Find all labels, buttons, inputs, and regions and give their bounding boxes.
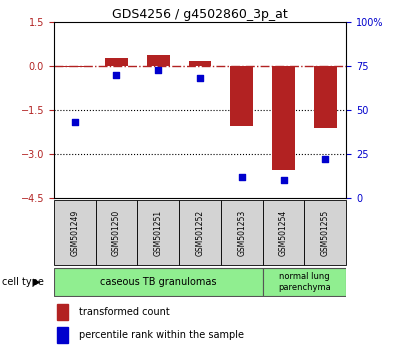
Point (238, 174, 245, 180)
Point (197, 75, 203, 81)
Text: GSM501251: GSM501251 (154, 210, 163, 256)
Text: GSM501249: GSM501249 (70, 209, 79, 256)
Bar (57, 304, 68, 320)
Point (155, 67, 162, 72)
Point (72, 120, 78, 125)
Point (113, 72, 119, 78)
Bar (57, 327, 68, 343)
Bar (230, 66, 253, 126)
Point (322, 156, 328, 162)
Bar (263, 268, 346, 296)
Bar (147, 55, 170, 66)
Bar (54, 268, 263, 296)
Text: GSM501252: GSM501252 (195, 210, 205, 256)
Text: caseous TB granulomas: caseous TB granulomas (100, 277, 217, 287)
Text: GSM501255: GSM501255 (321, 209, 330, 256)
Text: GSM501254: GSM501254 (279, 209, 288, 256)
Text: GSM501250: GSM501250 (112, 209, 121, 256)
Bar (54, 200, 96, 265)
Bar (179, 200, 221, 265)
Title: GDS4256 / g4502860_3p_at: GDS4256 / g4502860_3p_at (112, 8, 288, 21)
Text: normal lung
parenchyma: normal lung parenchyma (278, 272, 331, 292)
Text: cell type: cell type (2, 277, 44, 287)
Text: GSM501253: GSM501253 (237, 209, 246, 256)
Text: ▶: ▶ (33, 277, 41, 287)
Bar (189, 61, 211, 66)
Bar (263, 200, 304, 265)
Bar (314, 66, 337, 127)
Bar (105, 58, 128, 66)
Bar (272, 66, 295, 170)
Point (280, 178, 287, 183)
Bar (137, 200, 179, 265)
Bar (304, 200, 346, 265)
Text: transformed count: transformed count (78, 307, 169, 317)
Text: percentile rank within the sample: percentile rank within the sample (78, 330, 244, 340)
Bar (96, 200, 137, 265)
Bar (221, 200, 263, 265)
Bar (63, 66, 86, 67)
